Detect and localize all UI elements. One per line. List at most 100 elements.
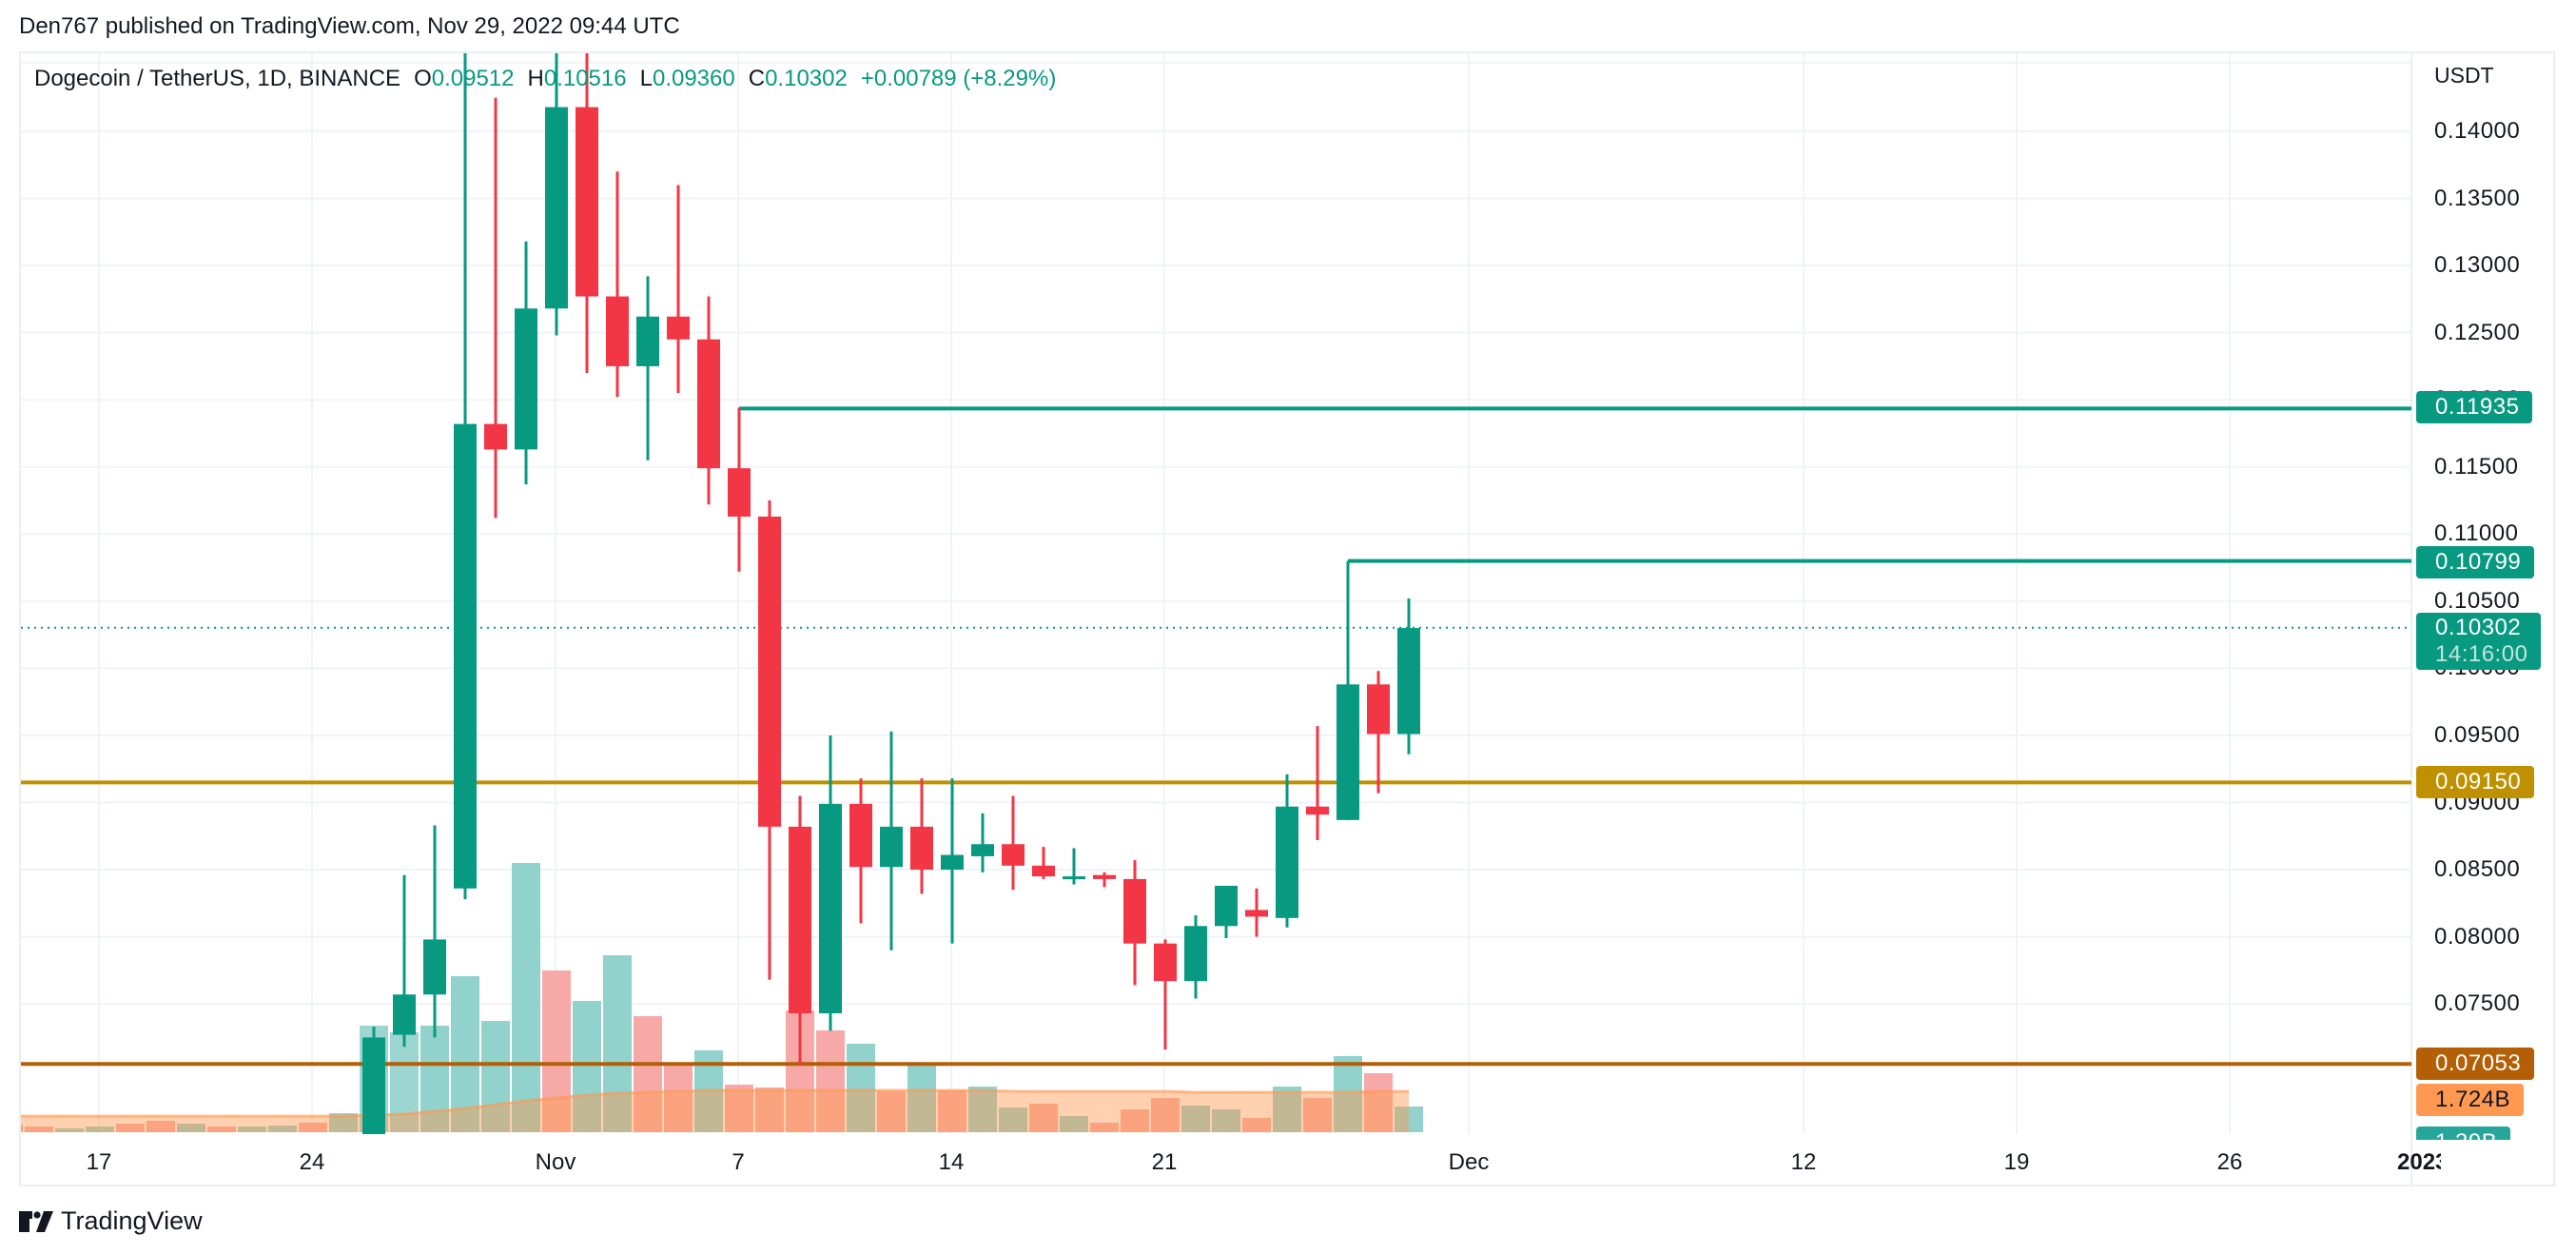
candle-body [667,316,690,340]
price-tag: 0.11935 [2416,391,2533,423]
candle-body [1184,926,1207,982]
chart-frame[interactable] [19,51,2555,1186]
date-tick-label: 2023 [2397,1149,2449,1175]
volume-bar [146,1121,175,1132]
volume-bar [1242,1118,1271,1132]
price-tag: 1.39B [2416,1127,2511,1140]
volume-bar [481,1021,510,1132]
date-tick-label: 26 [2216,1149,2243,1175]
price-tag: 1.724B [2416,1084,2525,1116]
price-tick-label: 0.11500 [2434,453,2519,480]
volume-ma-area [21,1090,1409,1132]
date-tick-label: Nov [535,1149,576,1175]
date-tick-label: 14 [938,1149,965,1175]
candle-body [1306,806,1329,815]
volume-bar [238,1127,266,1132]
price-tag: 0.07053 [2416,1048,2535,1080]
candle-body [789,826,811,1014]
candle-body [484,423,507,450]
candle-body [1215,885,1238,927]
ohlc-legend: Dogecoin / TetherUS, 1D, BINANCE O 0.0951… [34,66,1056,92]
candle-body [1276,806,1298,918]
candle-body [423,939,446,995]
volume-bar [1090,1123,1119,1132]
price-axis-unit: USDT [2434,63,2494,88]
candle-body [1154,943,1177,982]
volume-bar [1273,1087,1301,1132]
date-tick-label: 17 [86,1149,112,1175]
price-tag: 0.09150 [2416,766,2535,798]
volume-bar [938,1090,966,1132]
volume-bar [755,1087,784,1132]
candle-body [1032,865,1055,877]
volume-bar [299,1123,327,1132]
date-tick-label: 21 [1151,1149,1178,1175]
volume-ma-line [21,1088,1409,1118]
change-value: +0.00789 (+8.29%) [860,66,1057,91]
candle-body [728,468,751,517]
volume-bar [603,955,632,1132]
volume-bar [268,1126,297,1132]
symbol-title[interactable]: Dogecoin / TetherUS, 1D, BINANCE [34,66,401,91]
candle-body [1367,684,1390,735]
price-tick-label: 0.10500 [2434,587,2521,614]
price-tick-label: 0.09500 [2434,721,2521,748]
candle-body [636,316,659,366]
candle-body [1397,628,1420,735]
volume-bar [664,1066,693,1132]
price-tag: 0.10302 14:16:00 [2416,612,2542,670]
date-tick-label: 24 [299,1149,325,1175]
candle-body [515,308,537,450]
open-value: 0.09512 [431,66,515,91]
volume-bar [1151,1098,1180,1132]
candle-body [393,994,416,1035]
volume-bar [86,1127,114,1132]
tradingview-logo[interactable]: TradingView [19,1206,203,1236]
volume-bar [634,1016,662,1132]
volume-bar [512,863,540,1132]
candle-body [910,826,933,871]
candle-body [362,1037,385,1134]
volume-bar [420,1026,449,1132]
low-label: L [639,66,653,91]
volume-bar [907,1066,936,1132]
volume-bar [968,1087,997,1132]
volume-bar [1395,1107,1423,1132]
volume-bar [999,1107,1027,1132]
candle-body [941,854,964,871]
tradingview-logo-icon [19,1210,53,1232]
volume-bar [725,1085,753,1132]
candle-body [849,803,872,868]
volume-bar [573,1001,601,1132]
volume-bar [116,1124,145,1132]
date-tick-label: Dec [1448,1149,1490,1175]
volume-bar [877,1091,906,1132]
candle-body [758,516,781,827]
price-tick-label: 0.13000 [2434,252,2521,279]
volume-bar [177,1124,205,1132]
price-tick-label: 0.07500 [2434,990,2521,1017]
price-tick-label: 0.11000 [2434,520,2519,547]
volume-bar [1303,1098,1332,1132]
high-label: H [527,66,544,91]
open-label: O [414,66,432,91]
candle-body [1063,876,1085,880]
candle-body [697,339,720,469]
volume-bar [847,1044,875,1132]
candle-body [1245,910,1268,917]
volume-bar [207,1127,236,1132]
candle-body [606,296,629,366]
bar-countdown: 14:16:00 [2435,640,2528,667]
candle-body [1002,844,1025,866]
price-tick-label: 0.14000 [2434,118,2521,144]
candle-body [880,826,903,868]
price-tick-label: 0.08000 [2434,923,2521,950]
candle-body [454,423,477,889]
volume-bar [816,1030,845,1132]
date-tick-label: 7 [732,1149,745,1175]
volume-bar [55,1128,84,1132]
candle-body [545,107,568,309]
volume-bar [25,1127,53,1132]
price-tick-label: 0.08500 [2434,856,2521,883]
